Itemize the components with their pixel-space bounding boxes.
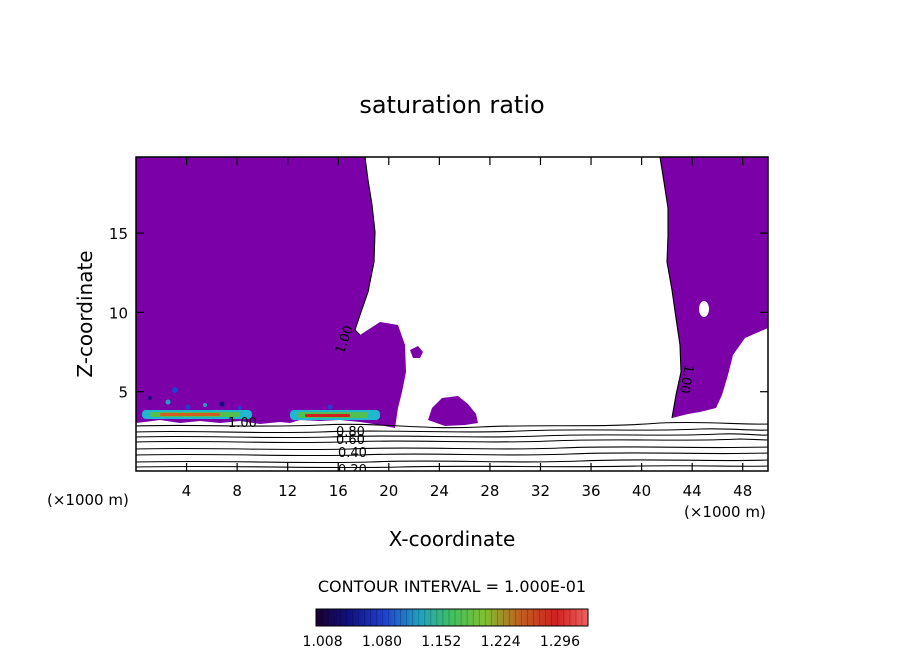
x-tick-label: 20 — [379, 482, 398, 500]
colorbar-label: 1.224 — [481, 634, 521, 650]
colorbar-label: 1.008 — [303, 634, 343, 650]
y-axis-ticks: 5 10 15 — [109, 225, 768, 402]
contour-interval-text: CONTOUR INTERVAL = 1.000E-01 — [318, 577, 586, 596]
contour-label: 1.00 — [228, 416, 257, 431]
colorbar-label: 1.152 — [421, 634, 461, 650]
right-region-hole — [699, 301, 709, 317]
mid-gap — [395, 406, 410, 428]
x-axis-ticks: 4 8 12 16 20 24 28 32 36 40 44 48 — [182, 157, 752, 500]
x-tick-label: 4 — [182, 482, 192, 500]
purple-region-right — [660, 157, 768, 418]
plot-area: 1.00 1.00 1.00 0.80 0.60 0.40 0.20 — [136, 157, 768, 478]
colorbar-gradient — [315, 608, 589, 627]
colorbar-stripes — [321, 609, 583, 626]
y-tick-label: 5 — [118, 384, 128, 402]
x-tick-label: 32 — [531, 482, 550, 500]
colorbar-label: 1.296 — [540, 634, 580, 650]
x-tick-label: 28 — [480, 482, 499, 500]
contour-label: 0.60 — [336, 433, 365, 448]
contour-label: 0.20 — [338, 463, 367, 478]
x-tick-label: 48 — [733, 482, 752, 500]
purple-region-left — [136, 157, 406, 428]
x-axis-label: X-coordinate — [389, 527, 516, 551]
purple-region-island — [410, 346, 423, 358]
contour-label: 1.00 — [676, 363, 696, 394]
contour-label: 0.40 — [338, 446, 367, 461]
x-unit-right: (×1000 m) — [684, 503, 766, 521]
colorbar-label: 1.080 — [362, 634, 402, 650]
y-tick-label: 10 — [109, 304, 128, 322]
x-tick-label: 16 — [329, 482, 348, 500]
x-tick-label: 8 — [232, 482, 242, 500]
x-tick-label: 36 — [581, 482, 600, 500]
y-axis-label: Z-coordinate — [73, 250, 97, 377]
saturation-contour-lines — [136, 157, 768, 469]
purple-region-mid — [428, 396, 478, 426]
contour-label: 0.80 — [336, 425, 365, 440]
colorbar-labels: 1.008 1.080 1.152 1.224 1.296 — [303, 634, 581, 650]
chart-title: saturation ratio — [359, 91, 544, 119]
x-tick-label: 12 — [278, 482, 297, 500]
x-tick-label: 44 — [683, 482, 702, 500]
x-unit-left: (×1000 m) — [47, 491, 129, 509]
supersaturation-band — [142, 387, 380, 420]
y-tick-label: 15 — [109, 225, 128, 243]
x-tick-label: 40 — [632, 482, 651, 500]
plot-frame — [135, 156, 769, 472]
colorbar — [315, 608, 589, 627]
x-tick-label: 24 — [430, 482, 449, 500]
